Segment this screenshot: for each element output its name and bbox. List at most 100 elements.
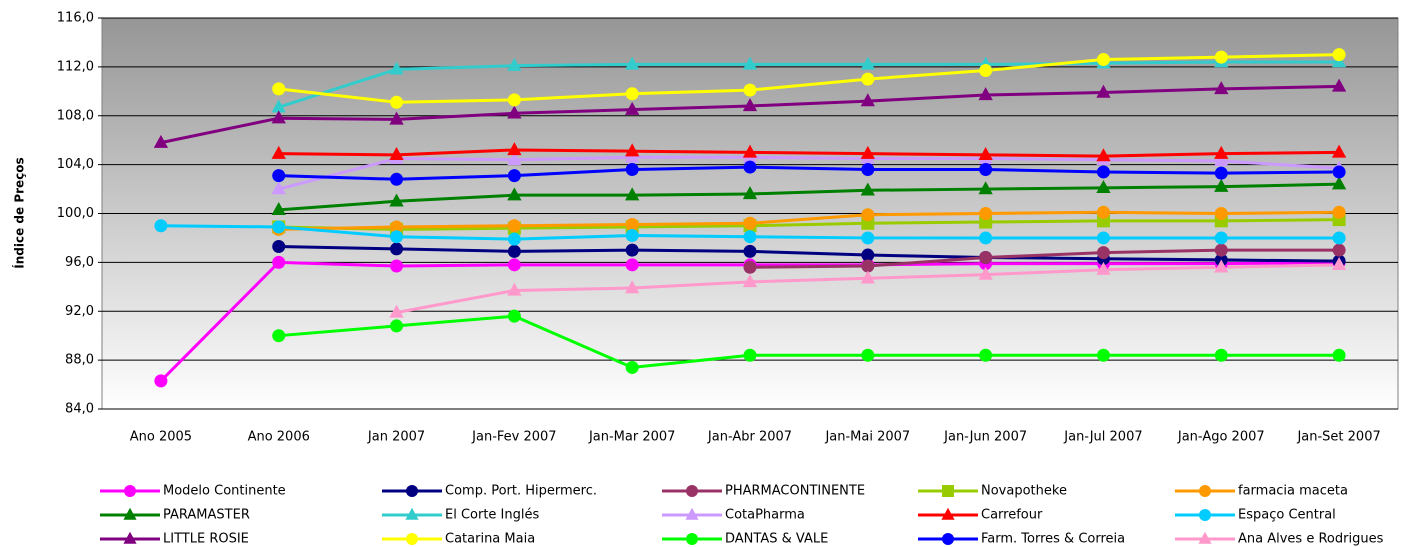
marker — [941, 507, 955, 520]
marker — [686, 485, 698, 497]
y-tick-label: 88,0 — [65, 353, 94, 368]
marker — [625, 243, 639, 257]
marker — [1214, 348, 1228, 362]
marker — [406, 485, 418, 497]
marker — [1096, 205, 1110, 219]
marker — [405, 507, 419, 520]
marker — [860, 145, 875, 159]
marker — [625, 56, 640, 70]
marker — [860, 270, 875, 284]
marker — [507, 244, 521, 258]
y-tick-label: 104,0 — [57, 157, 94, 172]
marker — [271, 110, 286, 124]
legend-label: Carrefour — [981, 508, 1043, 523]
marker — [860, 182, 875, 196]
marker — [978, 181, 993, 195]
marker — [124, 485, 136, 497]
y-tick-label: 96,0 — [65, 255, 94, 270]
marker — [625, 258, 639, 272]
series-line — [278, 165, 1340, 181]
marker — [860, 93, 875, 107]
marker — [271, 202, 286, 216]
legend-label: farmacia maceta — [1238, 484, 1348, 499]
marker — [979, 348, 993, 362]
marker — [390, 242, 404, 256]
marker — [1214, 259, 1229, 273]
marker — [507, 57, 522, 71]
marker — [861, 259, 875, 273]
marker — [625, 143, 640, 157]
marker — [1214, 178, 1229, 192]
legend-label: Espaço Central — [1238, 508, 1336, 523]
x-tick-label: Jan-Set 2007 — [1296, 430, 1380, 445]
marker — [1332, 165, 1346, 179]
marker — [507, 93, 521, 107]
marker — [625, 87, 639, 101]
marker — [1331, 176, 1347, 190]
marker — [390, 230, 404, 244]
legend-label: Catarina Maia — [445, 532, 535, 547]
legend-label: Novapotheke — [981, 484, 1067, 499]
marker — [743, 260, 757, 274]
marker — [271, 99, 286, 113]
marker — [1332, 348, 1346, 362]
marker — [1096, 84, 1111, 98]
marker — [1214, 166, 1228, 180]
marker — [507, 142, 522, 156]
marker — [1332, 48, 1346, 62]
marker — [743, 244, 757, 258]
marker — [861, 231, 875, 245]
marker — [743, 83, 757, 97]
marker — [406, 533, 418, 545]
marker — [1199, 509, 1211, 521]
marker — [389, 111, 404, 125]
marker — [1214, 81, 1229, 95]
marker — [1214, 153, 1229, 167]
marker — [507, 169, 521, 183]
marker — [1331, 257, 1347, 271]
marker — [625, 228, 639, 242]
marker — [979, 250, 993, 264]
marker — [743, 348, 757, 362]
legend-label: El Corte Inglés — [445, 508, 539, 523]
y-tick-label: 84,0 — [65, 402, 94, 417]
marker — [272, 329, 286, 343]
marker — [272, 169, 286, 183]
y-tick-label: 92,0 — [65, 304, 94, 319]
marker — [507, 309, 521, 323]
marker — [1096, 231, 1110, 245]
x-tick-label: Ano 2005 — [130, 430, 192, 445]
marker — [625, 217, 639, 231]
marker — [271, 145, 286, 159]
marker — [389, 147, 404, 161]
marker — [507, 187, 522, 201]
marker — [861, 248, 875, 262]
marker — [978, 266, 993, 280]
marker — [272, 82, 286, 96]
marker — [1332, 231, 1346, 245]
series-line — [278, 314, 1340, 369]
marker — [123, 507, 137, 520]
marker — [625, 163, 639, 177]
legend-label: Ana Alves e Rodrigues — [1238, 532, 1384, 547]
marker — [685, 507, 699, 520]
marker — [979, 231, 993, 245]
marker — [154, 219, 168, 233]
marker — [1332, 243, 1346, 257]
marker — [390, 220, 404, 234]
marker — [507, 151, 522, 165]
marker — [507, 232, 521, 246]
marker — [1331, 144, 1347, 158]
marker — [978, 87, 993, 101]
x-tick-label: Jan-Mar 2007 — [588, 430, 675, 445]
marker — [1199, 485, 1211, 497]
marker — [390, 172, 404, 186]
series-line — [278, 155, 1340, 191]
marker — [1096, 261, 1111, 275]
x-tick-label: Jan-Jun 2007 — [943, 430, 1027, 445]
legend-label: Farm. Torres & Correia — [981, 532, 1125, 547]
marker — [389, 304, 404, 318]
y-tick-label: 108,0 — [57, 108, 94, 123]
marker — [1096, 180, 1111, 194]
